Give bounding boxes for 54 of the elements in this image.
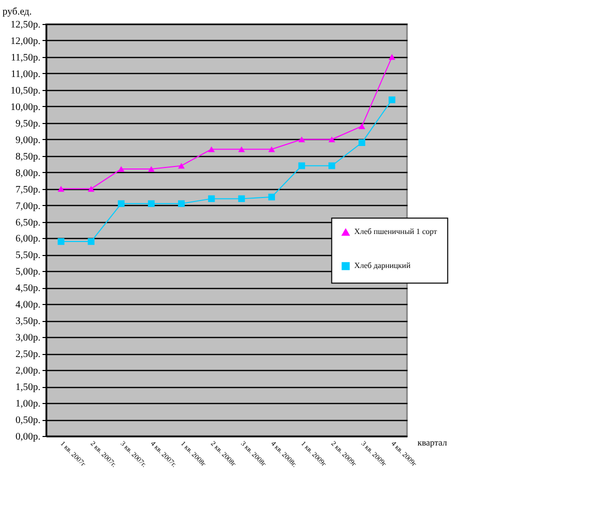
y-tick-label: 8,50р. bbox=[16, 151, 40, 162]
legend-label: Хлеб дарницкий bbox=[354, 261, 412, 270]
y-tick-label: 6,50р. bbox=[16, 217, 40, 228]
point bbox=[58, 238, 64, 245]
point bbox=[58, 186, 64, 192]
y-tick-label: 12,50р. bbox=[10, 20, 40, 30]
y-axis-title: руб.ед. bbox=[2, 6, 32, 18]
point bbox=[88, 186, 94, 192]
point bbox=[358, 139, 366, 146]
y-tick-label: 5,50р. bbox=[16, 250, 40, 262]
point bbox=[208, 195, 215, 202]
y-tick-label: 11,50р. bbox=[10, 52, 40, 64]
point bbox=[178, 162, 185, 169]
y-tick-label: 6,00р. bbox=[16, 234, 40, 245]
y-tick-label: 4,00р. bbox=[16, 300, 40, 311]
y-tick-label: 0,50р. bbox=[16, 415, 40, 426]
y-tick-label: 3,50р. bbox=[16, 316, 40, 328]
y-tick-label: 7,50р. bbox=[16, 184, 40, 196]
y-tick-label: 1,50р. bbox=[16, 382, 40, 394]
point bbox=[298, 162, 306, 170]
point bbox=[88, 238, 94, 245]
y-tick-label: 10,00р. bbox=[10, 102, 40, 113]
y-tick-label: 11,00р. bbox=[10, 68, 40, 80]
y-tick-label: 9,00р. bbox=[16, 134, 40, 146]
point bbox=[328, 162, 336, 170]
y-tick-label: 4,50р. bbox=[16, 283, 40, 294]
y-tick-label: 1,00р. bbox=[16, 398, 40, 410]
point bbox=[298, 136, 306, 142]
point bbox=[118, 166, 125, 172]
y-tick-label: 2,50р. bbox=[16, 349, 40, 360]
y-tick-label: 0,00р. bbox=[16, 432, 40, 442]
point bbox=[328, 136, 336, 142]
point bbox=[208, 146, 215, 152]
y-tick-label: 5,00р. bbox=[16, 266, 40, 278]
point bbox=[388, 54, 396, 60]
y-tick-label: 10,50р. bbox=[10, 85, 40, 96]
point bbox=[178, 200, 185, 207]
point bbox=[388, 96, 396, 104]
y-tick-label: 9,50р. bbox=[16, 118, 40, 130]
y-tick-label: 3,00р. bbox=[16, 332, 40, 344]
point bbox=[238, 195, 245, 202]
y-tick-label: 12,00р. bbox=[10, 36, 40, 47]
y-tick-label: 8,00р. bbox=[16, 168, 40, 179]
point bbox=[238, 146, 245, 152]
x-axis-title: квартал bbox=[418, 438, 448, 448]
point bbox=[268, 146, 275, 152]
legend-label: Хлеб пшеничный 1 сорт bbox=[354, 227, 438, 236]
point bbox=[118, 200, 125, 207]
point bbox=[268, 194, 275, 200]
y-tick-label: 7,00р. bbox=[16, 200, 40, 212]
point bbox=[358, 123, 366, 130]
point bbox=[148, 200, 155, 207]
y-tick-label: 2,00р. bbox=[16, 366, 40, 377]
point bbox=[148, 166, 155, 172]
